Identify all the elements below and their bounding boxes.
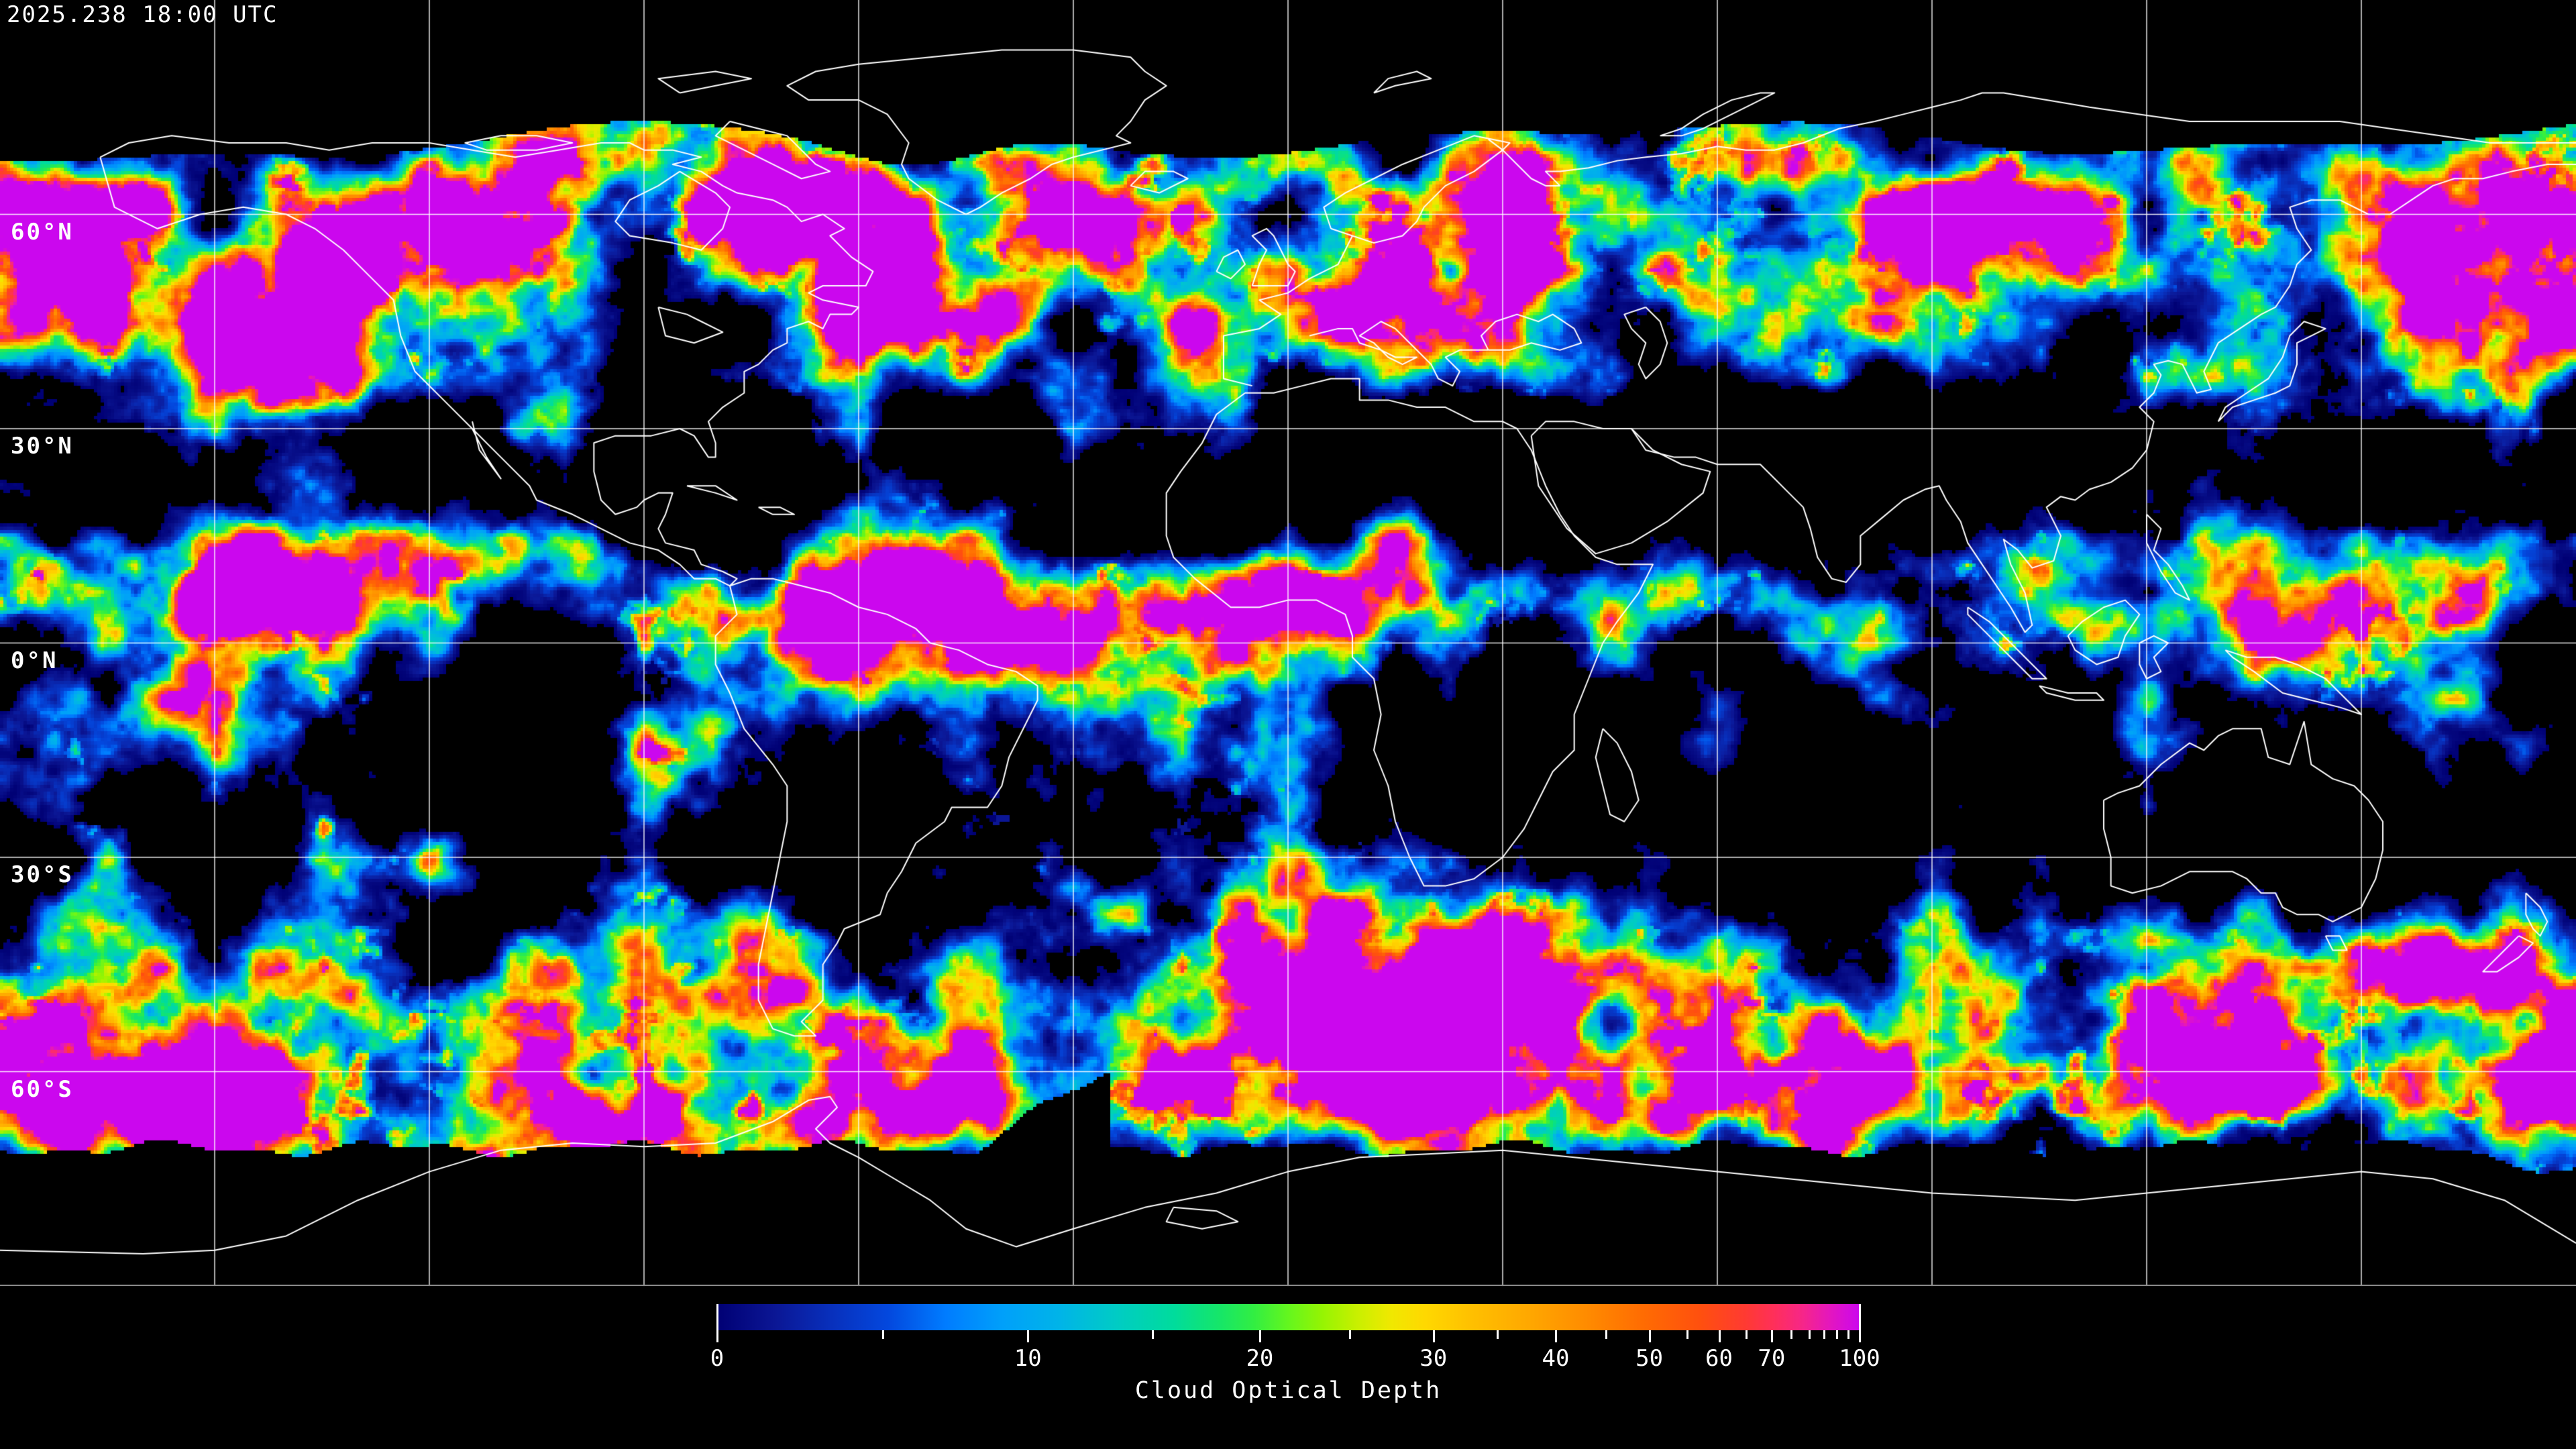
colorbar-tick: [1151, 1330, 1154, 1339]
colorbar-tick-label: 10: [1014, 1345, 1042, 1372]
colorbar-tick: [1648, 1330, 1651, 1342]
colorbar-tick: [1770, 1330, 1773, 1342]
lat-label: 30°S: [11, 861, 74, 888]
lat-label: 0°N: [11, 647, 58, 674]
colorbar-tick: [1027, 1330, 1030, 1342]
colorbar-tick: [1258, 1330, 1261, 1342]
colorbar-tick: [1809, 1330, 1811, 1339]
colorbar-tick: [1555, 1330, 1557, 1342]
lat-label: 30°N: [11, 433, 74, 460]
colorbar-tick: [881, 1330, 884, 1339]
colorbar-tick-label: 30: [1419, 1345, 1448, 1372]
colorbar-tick: [1432, 1330, 1435, 1342]
colorbar-tick: [1349, 1330, 1352, 1339]
world-map-canvas: [0, 0, 2576, 1287]
colorbar-tick: [1859, 1304, 1861, 1342]
lat-label: 60°N: [11, 218, 74, 246]
colorbar-tick: [1823, 1330, 1826, 1339]
colorbar-tick-label: 100: [1839, 1345, 1880, 1372]
colorbar-tick-label: 60: [1705, 1345, 1733, 1372]
colorbar-title: Cloud Optical Depth: [1134, 1377, 1442, 1404]
colorbar-tick-label: 20: [1246, 1345, 1274, 1372]
colorbar-gradient: [717, 1304, 1860, 1330]
colorbar-tick: [1718, 1330, 1721, 1342]
colorbar-tick-label: 0: [710, 1345, 724, 1372]
colorbar-tick-label: 50: [1635, 1345, 1664, 1372]
colorbar-tick: [716, 1304, 718, 1342]
colorbar-tick: [1497, 1330, 1499, 1339]
map-bottom-border: [0, 1285, 2576, 1286]
colorbar-tick: [1686, 1330, 1688, 1339]
colorbar-tick: [1835, 1330, 1838, 1339]
colorbar-tick: [1790, 1330, 1792, 1339]
colorbar-tick: [1847, 1330, 1849, 1339]
colorbar-tick: [1605, 1330, 1607, 1339]
lat-label: 60°S: [11, 1075, 74, 1103]
colorbar-tick: [1746, 1330, 1748, 1339]
colorbar-legend: 0 10 20 30 40 50 60 70 100 Cloud Optical Depth: [0, 1287, 2576, 1449]
timestamp: 2025.238 18:00 UTC: [7, 1, 278, 28]
colorbar-tick-label: 70: [1758, 1345, 1786, 1372]
colorbar-tick-label: 40: [1542, 1345, 1570, 1372]
